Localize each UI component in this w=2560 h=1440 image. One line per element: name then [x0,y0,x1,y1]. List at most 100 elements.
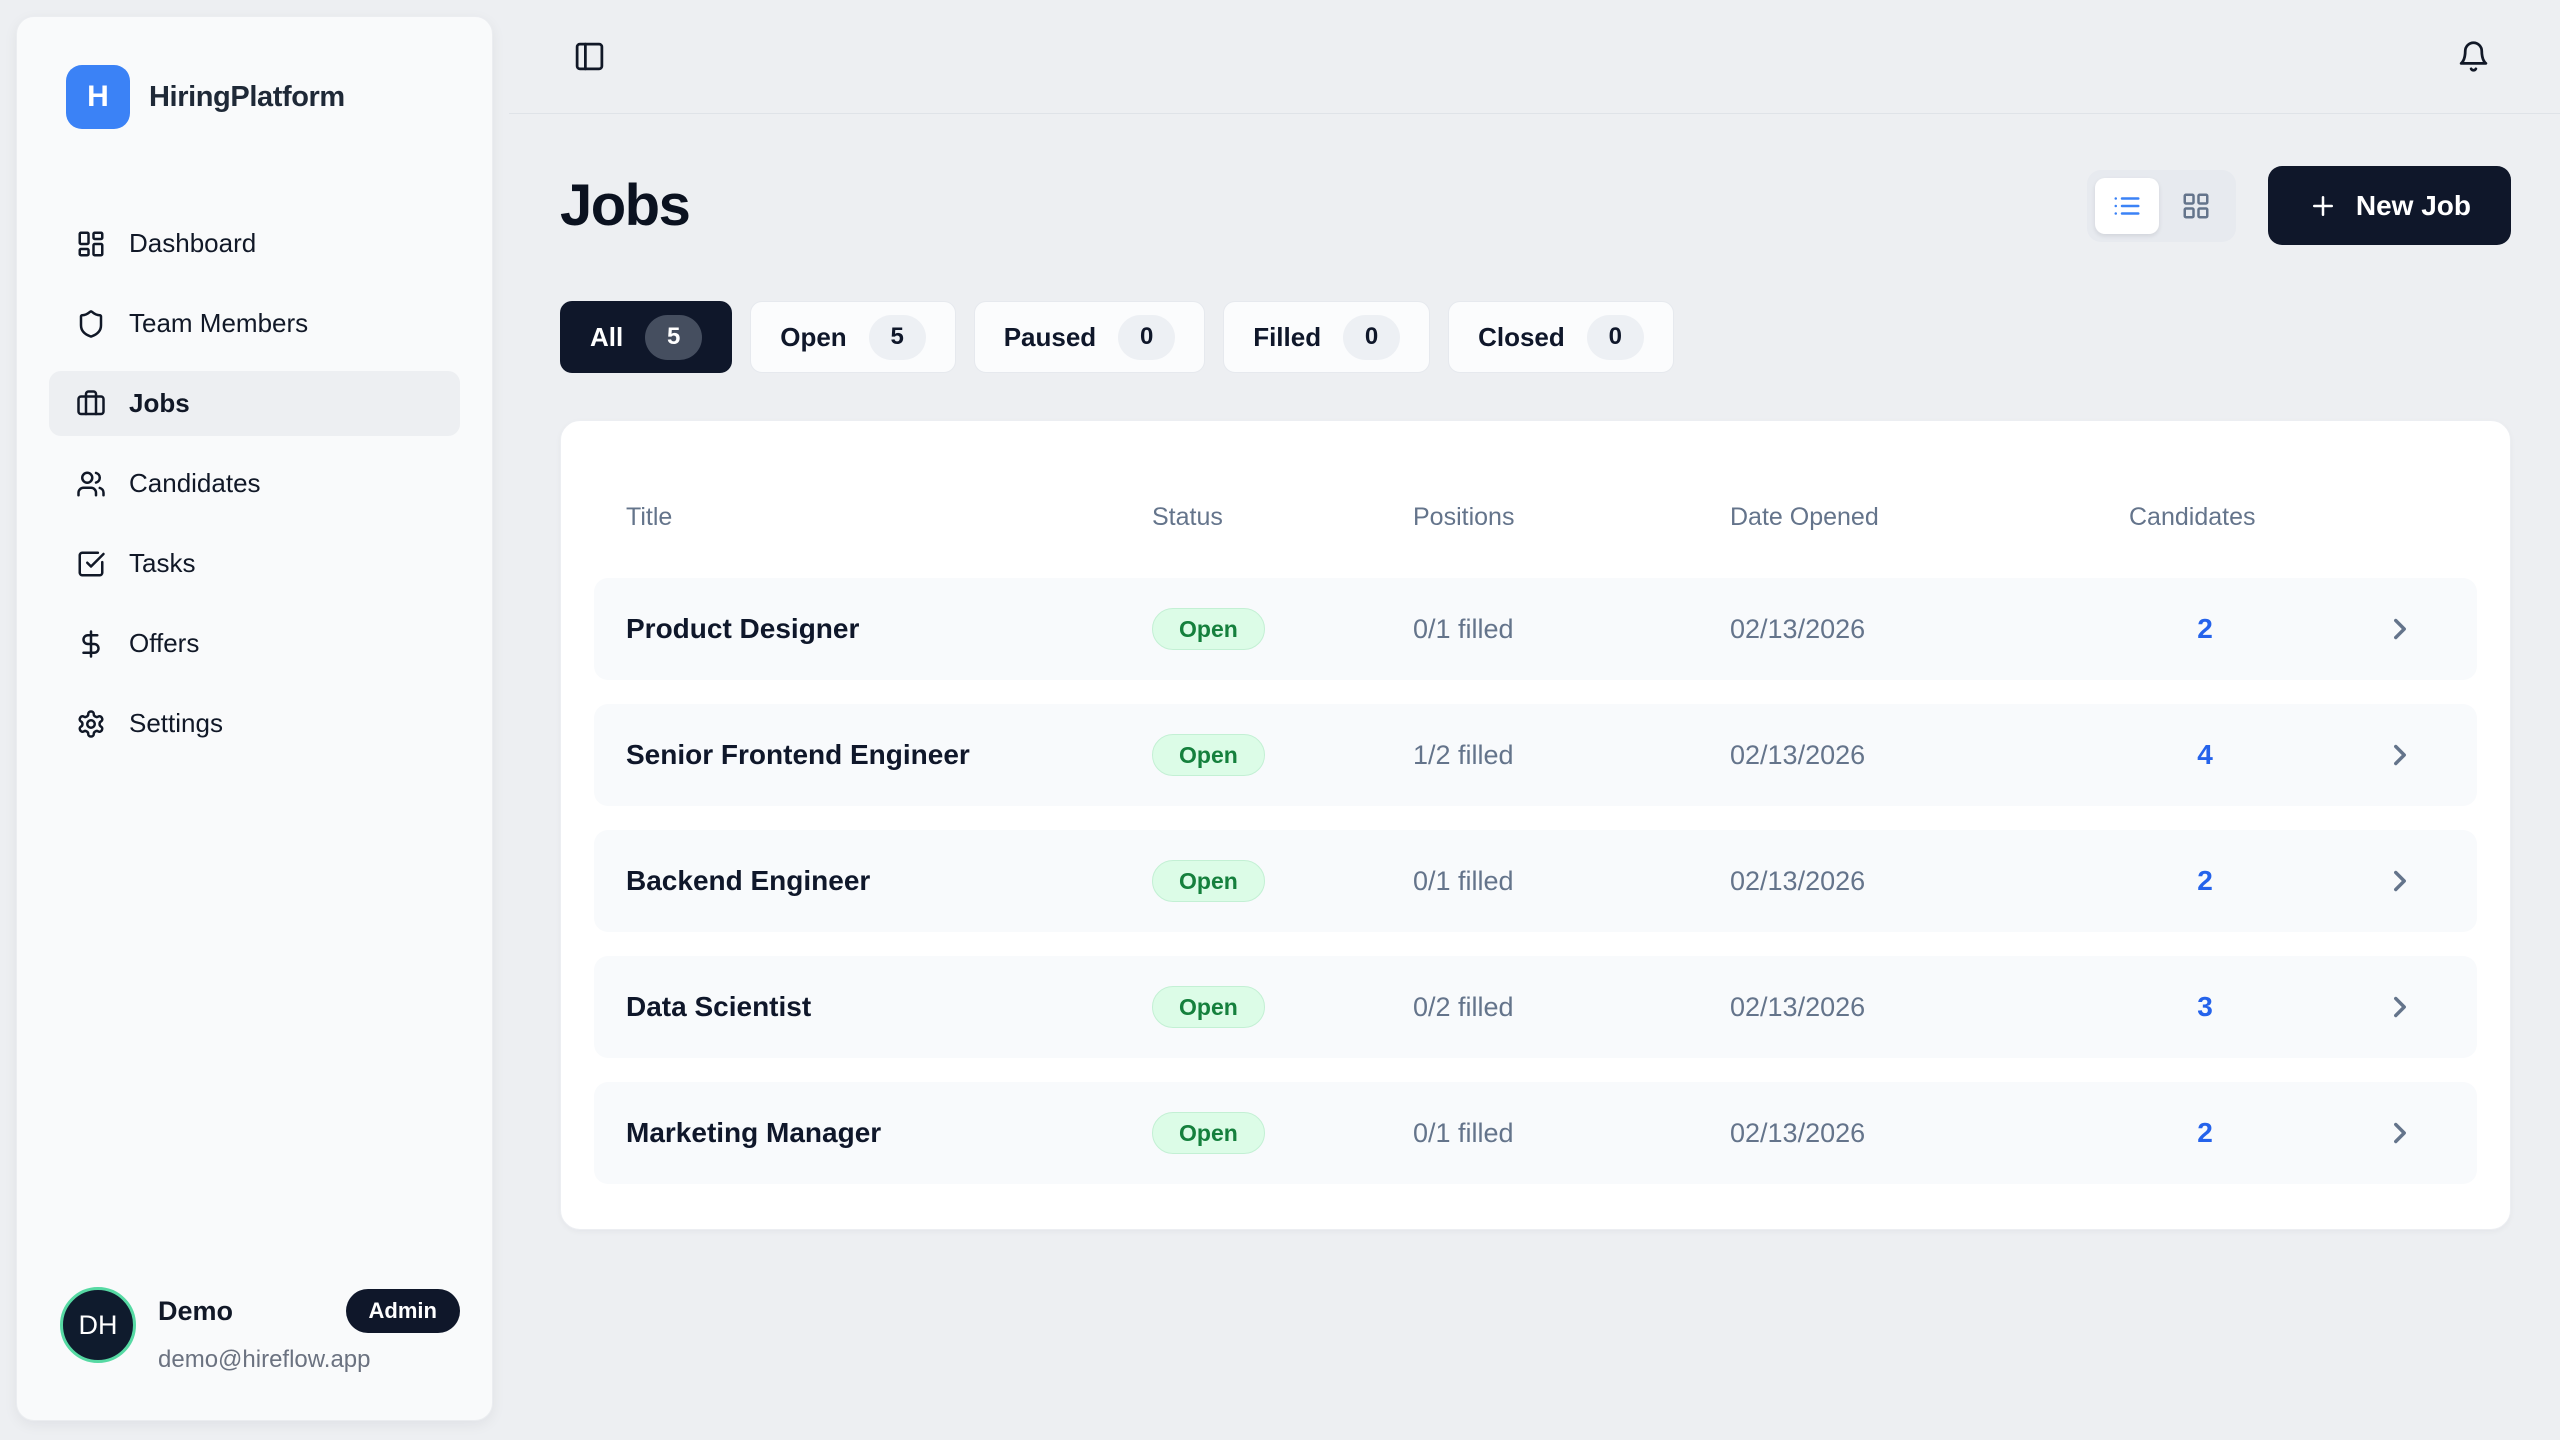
sidebar-item-label: Settings [129,708,223,738]
chevron-right-icon[interactable] [2383,990,2417,1024]
user-profile[interactable]: DH Demo Admin demo@hireflow.app [49,1287,460,1374]
sidebar-item-dashboard[interactable]: Dashboard [49,211,460,276]
task-check-icon [78,551,105,576]
app-name: HiringPlatform [149,80,345,113]
sidebar-item-candidates[interactable]: Candidates [49,451,460,516]
sidebar-item-tasks[interactable]: Tasks [49,531,460,596]
list-icon [2114,196,2140,215]
job-positions: 0/2 filled [1413,991,1514,1022]
table-row[interactable]: Product Designer Open 0/1 filled 02/13/2… [594,578,2477,680]
jobs-table-card: Title Status Positions Date Opened Candi… [560,420,2511,1230]
column-status: Status [1152,503,1223,531]
filter-count: 0 [1343,314,1401,360]
candidates-count[interactable]: 2 [2197,865,2213,896]
column-positions: Positions [1413,503,1515,531]
table-row[interactable]: Data Scientist Open 0/2 filled 02/13/202… [594,956,2477,1058]
sidebar-item-settings[interactable]: Settings [49,691,460,756]
job-date-opened: 02/13/2026 [1730,1117,1866,1148]
status-badge: Open [1152,986,1265,1028]
chevron-right-icon[interactable] [2383,1116,2417,1150]
sidebar-toggle-button[interactable] [573,40,606,73]
candidates-count[interactable]: 4 [2197,739,2213,770]
status-badge: Open [1152,1112,1265,1154]
status-badge: Open [1152,608,1265,650]
filter-paused[interactable]: Paused 0 [973,301,1206,373]
job-positions: 0/1 filled [1413,865,1514,896]
status-badge: Open [1152,734,1265,776]
plus-icon [2312,195,2333,216]
filter-count: 0 [1586,314,1644,360]
job-title: Product Designer [626,613,860,644]
column-date-opened: Date Opened [1730,503,1879,531]
job-title: Backend Engineer [626,865,871,896]
job-positions: 1/2 filled [1413,739,1514,770]
filter-count: 0 [1118,314,1176,360]
candidates-count[interactable]: 2 [2197,1117,2213,1148]
table-header: Title Status Positions Date Opened Candi… [594,503,2477,532]
job-title: Data Scientist [626,991,812,1022]
notifications-button[interactable] [2457,40,2490,73]
filter-filled[interactable]: Filled 0 [1223,301,1431,373]
job-title: Senior Frontend Engineer [626,739,970,770]
topbar [509,0,2560,114]
filter-open[interactable]: Open 5 [750,301,956,373]
briefcase-icon [77,389,105,415]
candidates-count[interactable]: 2 [2197,613,2213,644]
job-date-opened: 02/13/2026 [1730,865,1866,896]
list-view-button[interactable] [2094,177,2159,234]
filter-closed[interactable]: Closed 0 [1448,301,1674,373]
sidebar-item-team-members[interactable]: Team Members [49,291,460,356]
user-name: Demo [158,1295,234,1326]
user-email: demo@hireflow.app [158,1346,371,1373]
sidebar-item-offers[interactable]: Offers [49,611,460,676]
new-job-button[interactable]: New Job [2267,166,2511,245]
column-title: Title [626,503,673,531]
shield-icon [79,309,103,338]
job-date-opened: 02/13/2026 [1730,613,1866,644]
filter-count: 5 [645,314,703,360]
sidebar-nav: Dashboard Team Members Jobs Candidates T… [49,211,460,756]
column-candidates: Candidates [2129,503,2256,531]
sidebar: H HiringPlatform Dashboard Team Members … [16,16,493,1421]
status-filters: All 5 Open 5 Paused 0 Filled 0 Closed 0 [560,301,2511,373]
view-toggle [2086,169,2236,242]
job-title: Marketing Manager [626,1117,882,1148]
table-row[interactable]: Senior Frontend Engineer Open 1/2 filled… [594,704,2477,806]
sidebar-item-label: Tasks [129,548,196,578]
app-logo: H [66,65,130,129]
chevron-right-icon[interactable] [2383,612,2417,646]
chevron-right-icon[interactable] [2383,738,2417,772]
sidebar-item-label: Jobs [129,388,190,418]
avatar: DH [60,1287,136,1363]
page-title: Jobs [560,173,691,238]
table-body: Product Designer Open 0/1 filled 02/13/2… [594,578,2477,1184]
filter-all[interactable]: All 5 [560,301,733,373]
dashboard-icon [78,231,104,256]
content: Jobs New Job All 5 [509,114,2560,1230]
table-row[interactable]: Marketing Manager Open 0/1 filled 02/13/… [594,1082,2477,1184]
gear-icon [78,709,104,738]
role-badge: Admin [345,1289,460,1333]
grid-view-button[interactable] [2164,178,2228,234]
job-positions: 0/1 filled [1413,1117,1514,1148]
chevron-right-icon[interactable] [2383,864,2417,898]
job-positions: 0/1 filled [1413,613,1514,644]
sidebar-item-jobs[interactable]: Jobs [49,371,460,436]
users-icon [77,471,105,496]
brand: H HiringPlatform [49,65,460,129]
filter-count: 5 [868,314,926,360]
candidates-count[interactable]: 3 [2197,991,2213,1022]
main-area: Jobs New Job All 5 [509,0,2560,1440]
job-date-opened: 02/13/2026 [1730,739,1866,770]
status-badge: Open [1152,860,1265,902]
job-date-opened: 02/13/2026 [1730,991,1866,1022]
bell-icon [2459,41,2488,72]
sidebar-item-label: Dashboard [129,228,257,258]
sidebar-item-label: Team Members [129,308,309,338]
grid-icon [2183,193,2209,218]
table-row[interactable]: Backend Engineer Open 0/1 filled 02/13/2… [594,830,2477,932]
sidebar-item-label: Candidates [129,468,261,498]
dollar-icon [82,629,100,658]
panel-left-icon [575,42,604,71]
sidebar-item-label: Offers [129,628,200,658]
